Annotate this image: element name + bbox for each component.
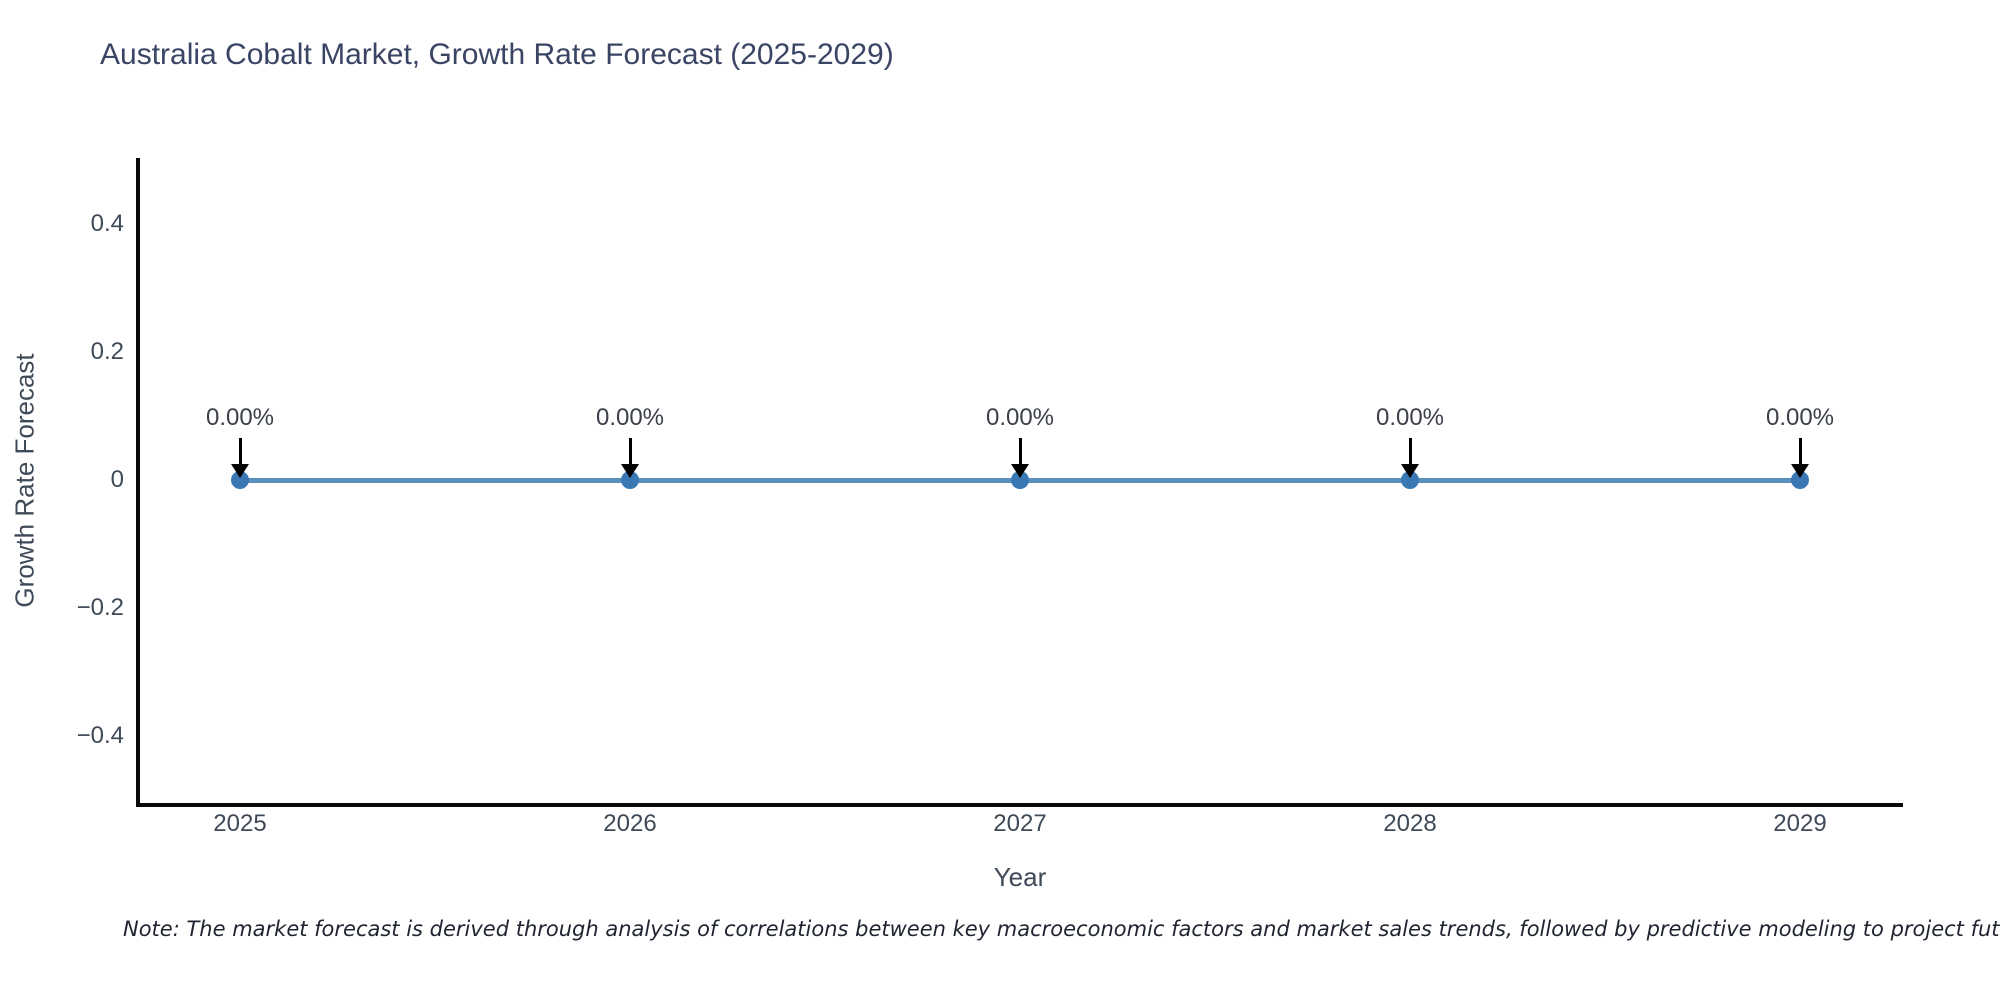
annotation-arrow-icon — [1799, 438, 1802, 466]
data-point-label: 0.00% — [1375, 404, 1445, 431]
data-point-label: 0.00% — [595, 404, 665, 431]
annotation-arrow-icon — [1409, 438, 1412, 466]
chart-title: Australia Cobalt Market, Growth Rate For… — [100, 38, 894, 71]
footnote: Note: The market forecast is derived thr… — [123, 917, 2000, 941]
x-tick-label: 2025 — [213, 810, 267, 837]
annotation-arrow-icon — [1401, 464, 1419, 478]
annotation-arrow-icon — [629, 438, 632, 466]
annotation-arrow-icon — [1019, 438, 1022, 466]
data-point-label: 0.00% — [1765, 404, 1835, 431]
y-tick-label: 0 — [110, 466, 124, 493]
y-tick-label: 0.2 — [90, 338, 124, 365]
y-axis-line — [136, 158, 140, 807]
data-point-label: 0.00% — [205, 404, 275, 431]
y-tick-label: 0.4 — [90, 210, 124, 237]
x-axis-title: Year — [993, 862, 1047, 892]
annotation-arrow-icon — [1011, 464, 1029, 478]
annotation-arrow-icon — [239, 438, 242, 466]
annotation-arrow-icon — [231, 464, 249, 478]
x-tick-label: 2026 — [603, 810, 657, 837]
y-tick-label: −0.2 — [76, 594, 124, 621]
x-tick-label: 2028 — [1383, 810, 1437, 837]
annotation-arrow-icon — [621, 464, 639, 478]
data-point-label: 0.00% — [985, 404, 1055, 431]
annotation-arrow-icon — [1791, 464, 1809, 478]
y-tick-label: −0.4 — [76, 722, 124, 749]
x-axis-line — [136, 803, 1903, 807]
x-tick-label: 2029 — [1773, 810, 1827, 837]
x-tick-label: 2027 — [993, 810, 1047, 837]
